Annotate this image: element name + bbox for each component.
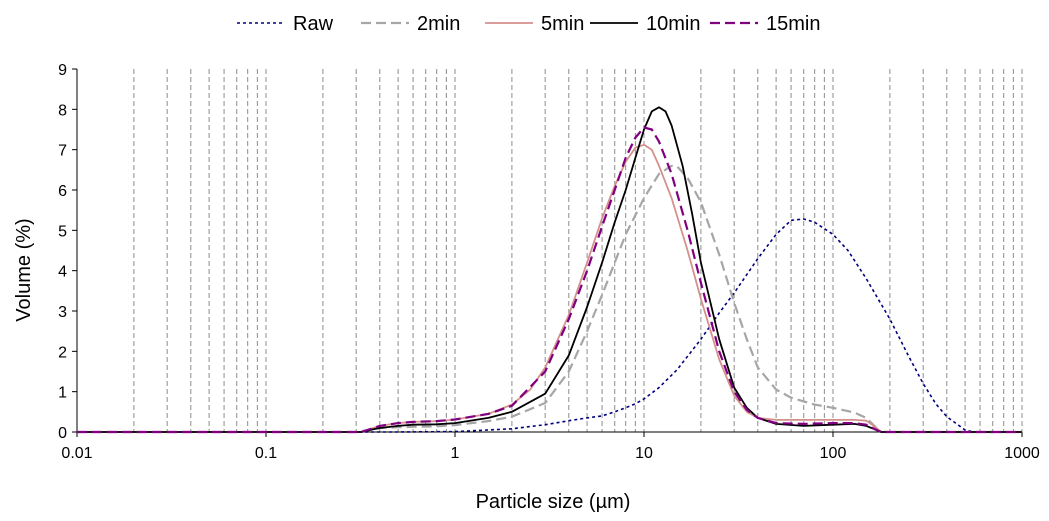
x-tick-label: 1000 xyxy=(1004,445,1040,462)
x-tick-label: 0.01 xyxy=(61,445,92,462)
x-tick-label: 10 xyxy=(635,445,653,462)
y-tick-label: 8 xyxy=(58,102,67,119)
series-lines xyxy=(77,106,1022,434)
tick-labels: 0 1 2 3 4 5 6 7 8 9 0.01 0.1 1 10 100 1000 xyxy=(58,62,1040,462)
series-line-raw xyxy=(77,218,1022,433)
y-tick-label: 3 xyxy=(58,304,67,321)
series-line-15min xyxy=(77,126,1022,434)
y-tick-label: 2 xyxy=(58,344,67,361)
series-line-2min xyxy=(77,164,1022,434)
series-line-5min xyxy=(77,143,1022,433)
y-tick-label: 7 xyxy=(58,143,67,160)
x-tick-label: 1 xyxy=(451,445,460,462)
y-tick-label: 9 xyxy=(58,62,67,79)
x-tick-label: 100 xyxy=(820,445,847,462)
vertical-gridlines xyxy=(133,69,1023,432)
axes xyxy=(72,68,1023,437)
y-tick-label: 5 xyxy=(58,223,67,240)
series-line-10min xyxy=(77,106,1022,433)
y-tick-label: 6 xyxy=(58,183,67,200)
y-tick-label: 4 xyxy=(58,264,67,281)
legend-label-10min: 10min xyxy=(646,13,700,35)
y-tick-label: 0 xyxy=(58,425,67,442)
legend-label-5min: 5min xyxy=(541,13,584,35)
legend-label-15min: 15min xyxy=(766,13,820,35)
legend: Raw 2min 5min 10min 15min xyxy=(237,13,820,35)
y-tick-label: 1 xyxy=(58,385,67,402)
x-tick-label: 0.1 xyxy=(255,445,277,462)
legend-label-raw: Raw xyxy=(293,13,334,35)
legend-label-2min: 2min xyxy=(417,13,460,35)
x-axis-title: Particle size (µm) xyxy=(476,491,631,513)
y-axis-title: Volume (%) xyxy=(13,218,35,321)
